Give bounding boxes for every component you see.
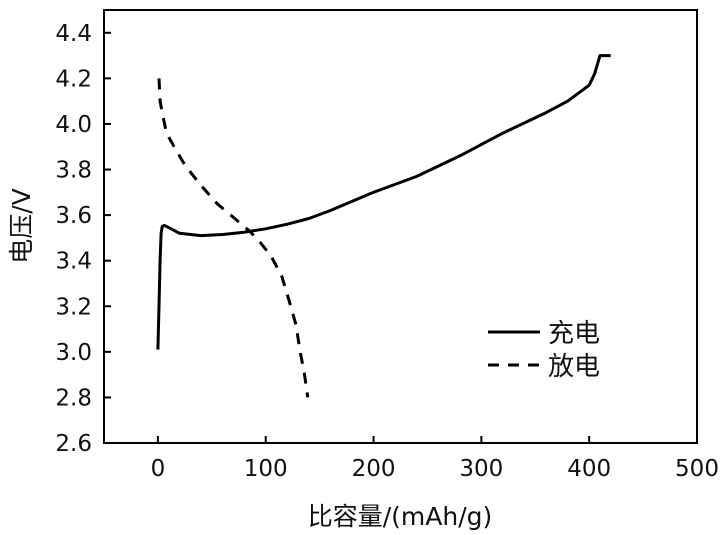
y-tick-label: 3.2 — [55, 294, 92, 320]
y-tick-label: 4.4 — [55, 21, 92, 47]
legend-label-discharge: 放电 — [548, 352, 600, 382]
y-tick-label: 4.2 — [55, 66, 92, 92]
y-tick-label: 3.6 — [55, 203, 92, 229]
y-tick-label: 4.0 — [55, 112, 92, 138]
y-tick-label: 2.8 — [55, 385, 92, 411]
y-tick-label: 3.8 — [55, 158, 92, 184]
x-tick-label: 400 — [567, 456, 611, 482]
series-line-discharge — [157, 78, 310, 398]
axis-ticks: 0 100 200 300 400 500 2.6 2.8 3.0 3.2 3.4 3.6 3.8 4.0… — [55, 21, 719, 482]
series-layer — [156, 54, 611, 398]
x-tick-label: 500 — [675, 456, 719, 482]
series-line-charge — [156, 54, 611, 350]
legend-label-charge: 充电 — [548, 319, 600, 349]
x-tick-label: 0 — [151, 456, 166, 482]
x-tick-label: 100 — [244, 456, 288, 482]
y-axis-label: 电压/V — [7, 188, 36, 264]
x-axis-label: 比容量/(mAh/g) — [308, 502, 493, 531]
y-tick-label: 2.6 — [55, 431, 92, 457]
plot-frame — [103, 9, 698, 444]
y-tick-label: 3.0 — [55, 340, 92, 366]
x-tick-label: 200 — [352, 456, 396, 482]
legend: 充电 放电 — [488, 319, 600, 382]
x-tick-label: 300 — [459, 456, 503, 482]
y-tick-label: 3.4 — [55, 249, 92, 275]
